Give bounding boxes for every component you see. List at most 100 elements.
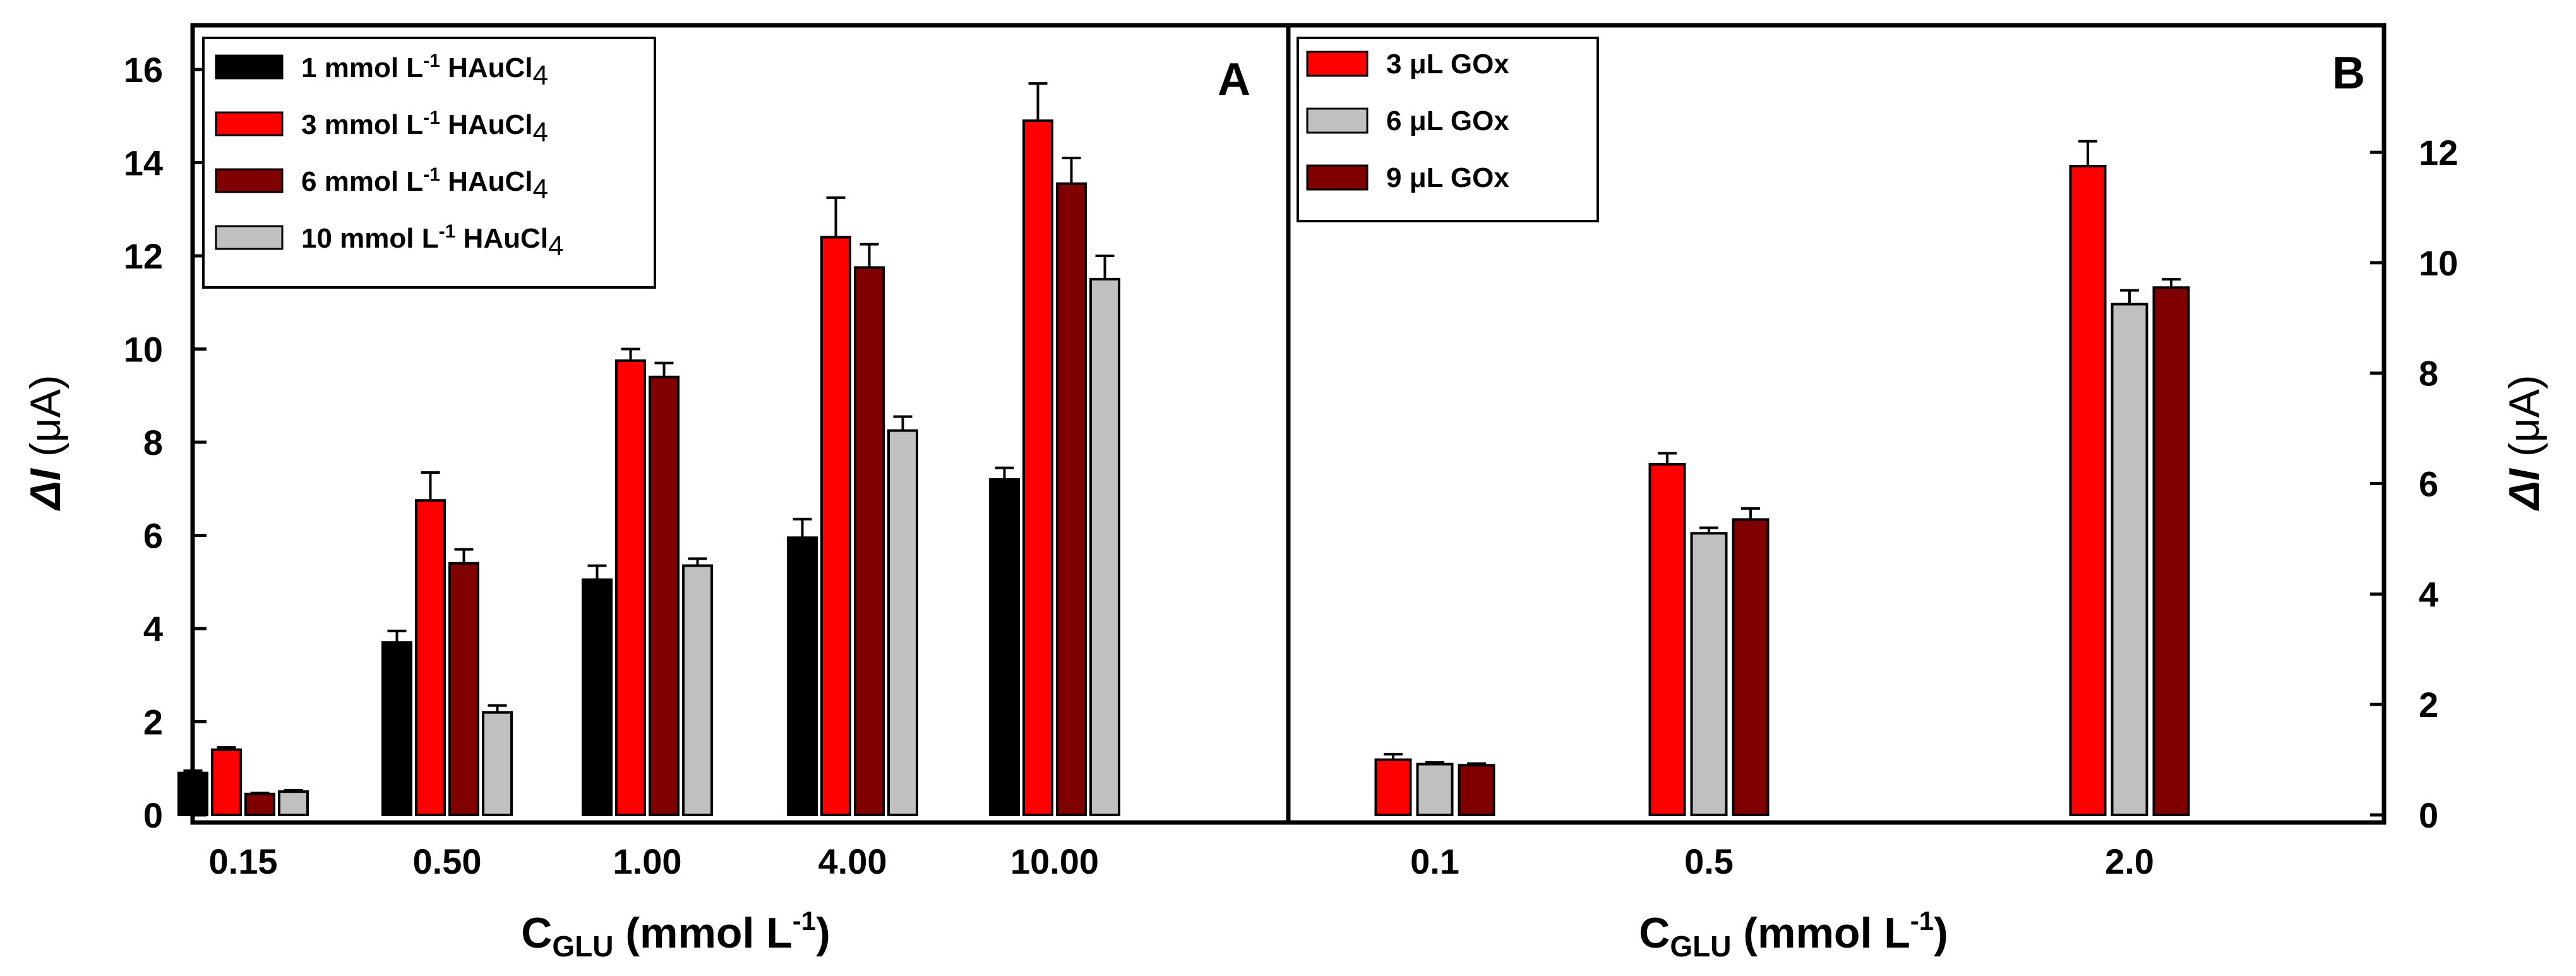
bar xyxy=(1374,758,1412,817)
panel-b-xlabel: CGLU (mmol L-1) xyxy=(1639,906,1948,963)
ylabel-tail: (μA) xyxy=(21,375,69,469)
bar xyxy=(211,748,242,816)
bar xyxy=(682,564,713,816)
bar xyxy=(381,641,412,816)
y-tick-label: 14 xyxy=(124,143,163,183)
bar xyxy=(820,236,851,816)
y-tick-label: 10 xyxy=(124,330,163,370)
bar xyxy=(1648,462,1686,816)
panel-a-ylabel: ΔI (μA) xyxy=(21,375,69,511)
bar xyxy=(787,536,818,816)
panel-a: A 0 2 4 6 8 10 12 14 16 0.15 0.50 1.00 4.00 10.00 1 … xyxy=(21,23,1291,963)
xlabel-main: C xyxy=(521,909,552,957)
panel-b-legend: 3 μL GOx 6 μL GOx 9 μL GOx xyxy=(1297,37,1599,222)
panel-a-legend: 1 mmol L-1 HAuCl4 3 mmol L-1 HAuCl4 6 mmol… xyxy=(202,37,656,289)
bar xyxy=(1089,277,1120,816)
y-tick-label: 6 xyxy=(2419,464,2438,504)
bar xyxy=(278,790,309,816)
panel-a-label: A xyxy=(1218,54,1250,105)
legend-label: 10 mmol L-1 HAuCl4 xyxy=(301,221,563,262)
legend-swatch xyxy=(1306,51,1369,77)
panel-a-xticks: 0.15 0.50 1.00 4.00 10.00 xyxy=(209,841,1099,881)
y-tick-label: 0 xyxy=(143,795,163,835)
bar xyxy=(2111,303,2148,816)
panel-a-bars xyxy=(177,82,1120,816)
ylabel-italic: I xyxy=(2500,467,2548,481)
bar xyxy=(1732,518,1770,816)
x-tick-label: 0.5 xyxy=(1684,841,1734,881)
y-tick-label: 2 xyxy=(143,702,163,742)
bar xyxy=(244,792,275,816)
bar xyxy=(887,429,918,816)
bar xyxy=(1416,762,1454,817)
xlabel-sub: GLU xyxy=(1670,930,1731,963)
xlabel-end: ) xyxy=(816,909,830,957)
bar xyxy=(854,266,885,816)
x-tick-label: 4.00 xyxy=(818,841,887,881)
bar xyxy=(415,499,446,816)
legend-swatch xyxy=(215,111,284,136)
panel-a-xlabel: CGLU (mmol L-1) xyxy=(521,906,830,963)
y-tick-label: 16 xyxy=(124,50,163,90)
bar xyxy=(482,711,513,816)
y-tick-label: 8 xyxy=(2419,354,2438,394)
panel-b-frame xyxy=(1286,23,2387,825)
x-tick-label: 0.1 xyxy=(1410,841,1459,881)
panel-b-label: B xyxy=(2332,48,2365,99)
legend-swatch xyxy=(215,54,284,80)
legend-label: 1 mmol L-1 HAuCl4 xyxy=(301,51,548,91)
y-tick-label: 2 xyxy=(2419,685,2438,725)
bar xyxy=(2069,164,2107,816)
y-tick-label: 10 xyxy=(2419,243,2458,283)
legend-swatch xyxy=(215,168,284,193)
xlabel-end: ) xyxy=(1934,909,1948,957)
legend-label: 3 μL GOx xyxy=(1386,49,1509,80)
panel-b: B 0 2 4 6 8 10 12 0.1 0.5 2.0 3 μL GOx 6 μL GOx 9 … xyxy=(1286,23,2548,963)
bar xyxy=(649,375,680,816)
xlabel-sub: GLU xyxy=(552,930,613,963)
legend-swatch xyxy=(215,225,284,250)
legend-label: 6 μL GOx xyxy=(1386,105,1509,136)
panel-a-yaxis: 0 2 4 6 8 10 12 14 16 xyxy=(124,50,207,835)
legend-label: 3 mmol L-1 HAuCl4 xyxy=(301,107,548,148)
ylabel-delta: Δ xyxy=(21,481,69,512)
xlabel-sup: -1 xyxy=(793,906,816,936)
bar xyxy=(582,578,613,816)
bar xyxy=(177,771,208,816)
y-tick-label: 6 xyxy=(143,516,163,556)
panel-b-xticks: 0.1 0.5 2.0 xyxy=(1410,841,2154,881)
y-tick-label: 0 xyxy=(2419,795,2438,835)
bar xyxy=(2152,286,2190,816)
bar xyxy=(615,359,646,816)
xlabel-main: C xyxy=(1639,909,1670,957)
ylabel-delta: Δ xyxy=(2500,481,2548,512)
bar xyxy=(1022,119,1053,816)
bar xyxy=(448,562,479,816)
legend-swatch xyxy=(1306,107,1369,134)
xlabel-sup: -1 xyxy=(1910,906,1934,936)
panel-b-yaxis: 0 2 4 6 8 10 12 xyxy=(2370,133,2458,835)
ylabel-tail: (μA) xyxy=(2500,375,2548,469)
x-tick-label: 10.00 xyxy=(1010,841,1099,881)
y-tick-label: 12 xyxy=(2419,133,2458,172)
y-tick-label: 4 xyxy=(2419,574,2438,614)
x-tick-label: 2.0 xyxy=(2105,841,2154,881)
panel-b-ylabel: ΔI (μA) xyxy=(2500,375,2548,511)
legend-label: 6 mmol L-1 HAuCl4 xyxy=(301,164,548,205)
xlabel-tail: (mmol L xyxy=(613,909,792,957)
y-tick-label: 8 xyxy=(143,423,163,462)
bar xyxy=(1458,764,1495,817)
bar xyxy=(989,478,1020,816)
y-tick-label: 12 xyxy=(124,236,163,276)
panel-b-bars xyxy=(1374,140,2190,817)
y-tick-label: 4 xyxy=(143,609,163,649)
bar xyxy=(1056,182,1087,816)
bar xyxy=(1690,532,1728,816)
legend-label: 9 μL GOx xyxy=(1386,162,1509,193)
x-tick-label: 0.15 xyxy=(209,841,278,881)
ylabel-italic: I xyxy=(21,467,69,481)
x-tick-label: 1.00 xyxy=(613,841,682,881)
xlabel-tail: (mmol L xyxy=(1731,909,1910,957)
x-tick-label: 0.50 xyxy=(413,841,482,881)
